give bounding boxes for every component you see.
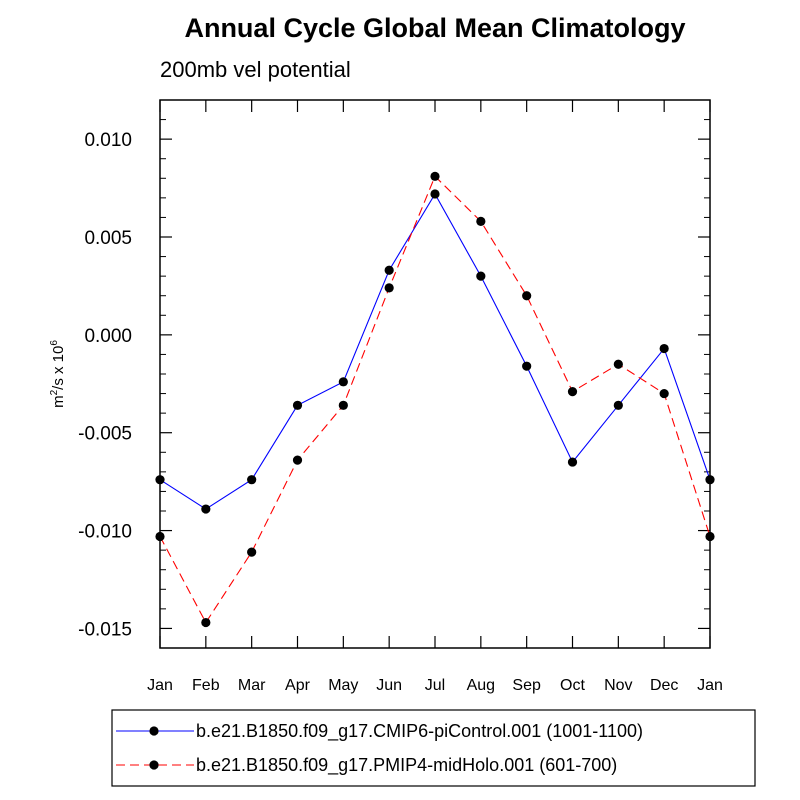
chart-title: Annual Cycle Global Mean Climatology	[184, 13, 685, 43]
data-point	[659, 388, 669, 399]
data-point	[522, 291, 532, 301]
data-point	[201, 504, 211, 514]
data-point	[430, 189, 440, 199]
data-point	[292, 400, 303, 410]
series-line	[159, 175, 711, 624]
x-tick-label: Jan	[697, 677, 723, 694]
y-tick-label: 0.010	[84, 130, 132, 151]
x-tick-label: Jul	[425, 677, 445, 694]
minor-ticks	[160, 99, 710, 649]
data-point	[338, 377, 348, 387]
y-tick-label: 0.005	[84, 228, 132, 249]
series-layer	[155, 171, 715, 628]
series-1	[155, 189, 715, 514]
data-point	[659, 343, 669, 354]
legend-label: b.e21.B1850.f09_g17.CMIP6-piControl.001 …	[196, 721, 643, 742]
plot-area-frame	[159, 99, 711, 649]
data-point	[384, 283, 394, 293]
data-point	[705, 475, 715, 485]
y-axis-label-exp1: 2	[49, 389, 60, 395]
data-point	[567, 457, 578, 467]
y-tick-label: 0.000	[84, 326, 132, 347]
data-point	[567, 387, 578, 397]
x-axis: Jan Feb Mar Apr May Jun Jul Aug Sep Oct Nov Dec Jan	[147, 100, 723, 694]
legend-box	[111, 709, 756, 787]
x-tick-label: Sep	[512, 677, 541, 694]
x-tick-label: Jan	[147, 677, 173, 694]
x-tick-label: Mar	[238, 677, 266, 694]
legend: b.e21.B1850.f09_g17.CMIP6-piControl.001 …	[111, 709, 756, 787]
data-point	[522, 361, 532, 371]
series-line	[159, 192, 711, 510]
legend-marker	[149, 760, 159, 770]
chart-subtitle: 200mb vel potential	[160, 57, 351, 82]
y-axis: -0.015 -0.010 -0.005 0.000 0.005 0.010	[78, 130, 710, 640]
x-tick-label: May	[328, 677, 358, 694]
data-point	[613, 359, 623, 369]
y-tick-label: -0.010	[78, 522, 132, 543]
x-tick-label: Dec	[650, 677, 678, 694]
y-axis-label-exp2: 6	[49, 340, 60, 346]
y-tick-label: -0.005	[78, 424, 132, 445]
data-point	[201, 617, 211, 628]
legend-marker	[149, 726, 159, 736]
x-tick-label: Apr	[285, 677, 311, 694]
x-tick-label: Aug	[467, 677, 495, 694]
x-tick-label: Oct	[560, 677, 585, 694]
legend-label: b.e21.B1850.f09_g17.PMIP4-midHolo.001 (6…	[196, 755, 617, 776]
series-2	[155, 171, 715, 628]
x-tick-label: Jun	[376, 677, 402, 694]
data-point	[338, 400, 348, 410]
data-point	[430, 171, 440, 181]
y-axis-label-unit: m	[50, 395, 67, 408]
data-point	[384, 265, 394, 275]
y-axis-label: m2/s x 106	[49, 340, 67, 408]
y-axis-label-mid: /s x 10	[50, 346, 67, 390]
data-point	[292, 455, 303, 465]
y-tick-label: -0.015	[78, 619, 132, 640]
data-point	[155, 475, 165, 485]
data-point	[247, 475, 257, 485]
data-point	[705, 531, 715, 542]
data-point	[476, 271, 486, 281]
x-tick-label: Feb	[192, 677, 220, 694]
x-tick-label: Nov	[604, 677, 632, 694]
data-point	[247, 547, 257, 557]
data-point	[613, 400, 623, 410]
data-point	[155, 531, 165, 542]
data-point	[476, 216, 486, 226]
